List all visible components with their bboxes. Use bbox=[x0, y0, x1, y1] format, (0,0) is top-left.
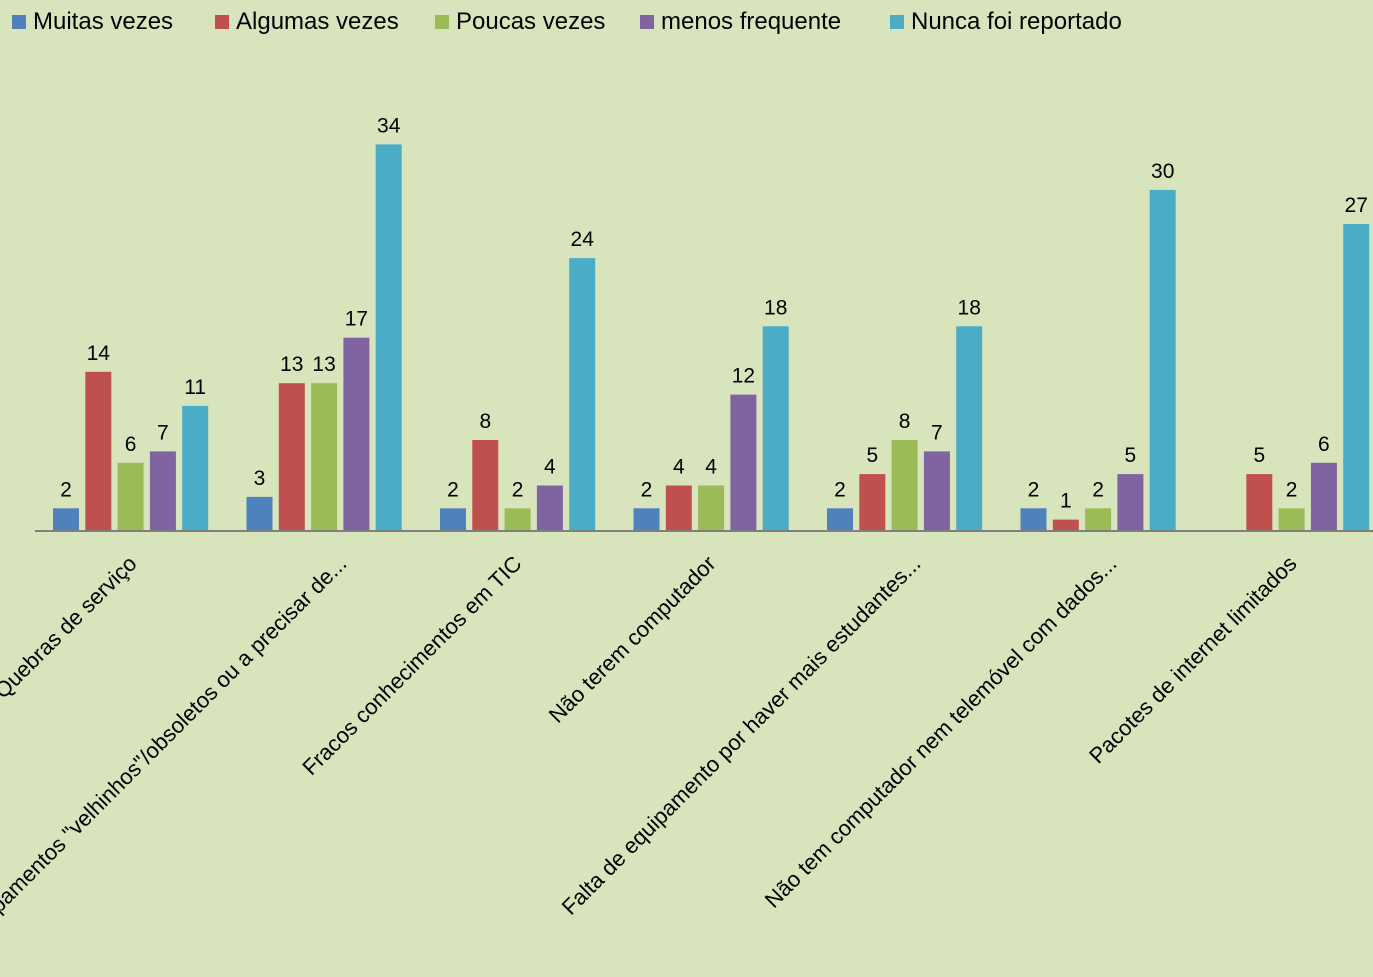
data-label: 2 bbox=[641, 478, 653, 501]
bar bbox=[1310, 462, 1337, 531]
bar bbox=[536, 485, 563, 531]
data-label: 3 bbox=[254, 467, 266, 490]
data-label: 7 bbox=[157, 421, 169, 444]
data-label: 34 bbox=[377, 114, 401, 137]
bar bbox=[569, 258, 596, 531]
data-label: 13 bbox=[280, 353, 303, 376]
data-label: 2 bbox=[1092, 478, 1104, 501]
bar bbox=[440, 508, 466, 531]
bar bbox=[891, 440, 918, 531]
bar bbox=[730, 394, 757, 531]
data-label: 1 bbox=[1060, 490, 1072, 513]
data-label: 11 bbox=[184, 376, 206, 399]
bar bbox=[665, 485, 692, 531]
legend-item: Algumas vezes bbox=[215, 8, 399, 36]
bar bbox=[182, 405, 209, 531]
bar bbox=[1052, 519, 1079, 531]
x-tick-label: Não tem computador nem telemóvel com dad… bbox=[760, 551, 1122, 913]
data-label: 2 bbox=[1028, 478, 1040, 501]
bar bbox=[311, 383, 338, 531]
legend-item: menos frequente bbox=[640, 8, 841, 36]
legend-swatch bbox=[640, 15, 654, 29]
data-label: 4 bbox=[673, 456, 685, 479]
bar bbox=[85, 371, 112, 531]
bar bbox=[117, 462, 144, 531]
bar bbox=[278, 383, 305, 531]
data-label: 2 bbox=[60, 478, 72, 501]
bar bbox=[956, 326, 983, 531]
data-label: 6 bbox=[125, 433, 137, 456]
bar bbox=[762, 326, 789, 531]
data-label: 4 bbox=[544, 456, 556, 479]
bar bbox=[343, 337, 370, 531]
bar bbox=[375, 144, 402, 531]
bar bbox=[1149, 189, 1176, 531]
legend-swatch bbox=[12, 15, 26, 29]
legend-label: menos frequente bbox=[661, 8, 842, 35]
data-label: 18 bbox=[958, 296, 981, 319]
bar bbox=[246, 496, 273, 531]
data-label: 5 bbox=[1125, 444, 1137, 467]
data-label: 17 bbox=[345, 308, 368, 331]
x-tick-label: Pacotes de internet limitados bbox=[1084, 551, 1301, 768]
bar bbox=[827, 508, 853, 531]
data-label: 2 bbox=[1286, 478, 1298, 501]
bar bbox=[1343, 224, 1370, 531]
data-label: 12 bbox=[732, 365, 755, 388]
data-label: 6 bbox=[1318, 433, 1330, 456]
legend-label: Nunca foi reportado bbox=[911, 8, 1122, 35]
legend-label: Algumas vezes bbox=[236, 8, 399, 35]
legend-label: Poucas vezes bbox=[456, 8, 606, 35]
data-label: 4 bbox=[705, 456, 717, 479]
legend-item: Muitas vezes bbox=[12, 8, 173, 36]
bar bbox=[1020, 508, 1047, 531]
bar bbox=[698, 485, 725, 531]
data-label: 14 bbox=[87, 342, 111, 365]
data-label: 5 bbox=[1253, 444, 1265, 467]
data-label: 2 bbox=[512, 478, 524, 501]
bar bbox=[1278, 508, 1305, 531]
data-label: 7 bbox=[931, 421, 943, 444]
x-tick-label: Equipamentos "velhinhos"/obsoletos ou a … bbox=[0, 551, 352, 949]
legend-swatch bbox=[435, 15, 449, 29]
data-label: 27 bbox=[1345, 194, 1368, 217]
legend-item: Poucas vezes bbox=[435, 8, 605, 36]
bar bbox=[633, 508, 660, 531]
bar bbox=[504, 508, 531, 531]
data-label: 30 bbox=[1151, 160, 1174, 183]
bar bbox=[1246, 474, 1273, 531]
legend: Muitas vezes Algumas vezes Poucas vezes men… bbox=[0, 0, 1373, 44]
legend-swatch bbox=[890, 15, 904, 29]
bar bbox=[859, 474, 886, 531]
bar bbox=[1117, 474, 1144, 531]
x-tick-label: Quebras de serviço bbox=[0, 551, 142, 704]
data-label: 2 bbox=[834, 478, 846, 501]
bar bbox=[923, 451, 950, 531]
x-tick-label: Falta de equipamento por haver mais estu… bbox=[557, 551, 926, 920]
data-label: 24 bbox=[571, 228, 595, 251]
legend-label: Muitas vezes bbox=[33, 8, 174, 35]
data-label: 2 bbox=[447, 478, 459, 501]
x-tick-label: Não terem computador bbox=[544, 551, 721, 728]
bar bbox=[472, 440, 499, 531]
bar bbox=[149, 451, 176, 531]
legend-swatch bbox=[215, 15, 229, 29]
bar bbox=[1085, 508, 1112, 531]
data-label: 13 bbox=[312, 353, 335, 376]
data-label: 8 bbox=[479, 410, 491, 433]
data-label: 18 bbox=[764, 296, 787, 319]
bar bbox=[53, 508, 79, 531]
legend-item: Nunca foi reportado bbox=[890, 8, 1122, 36]
data-label: 8 bbox=[899, 410, 911, 433]
data-label: 5 bbox=[866, 444, 878, 467]
